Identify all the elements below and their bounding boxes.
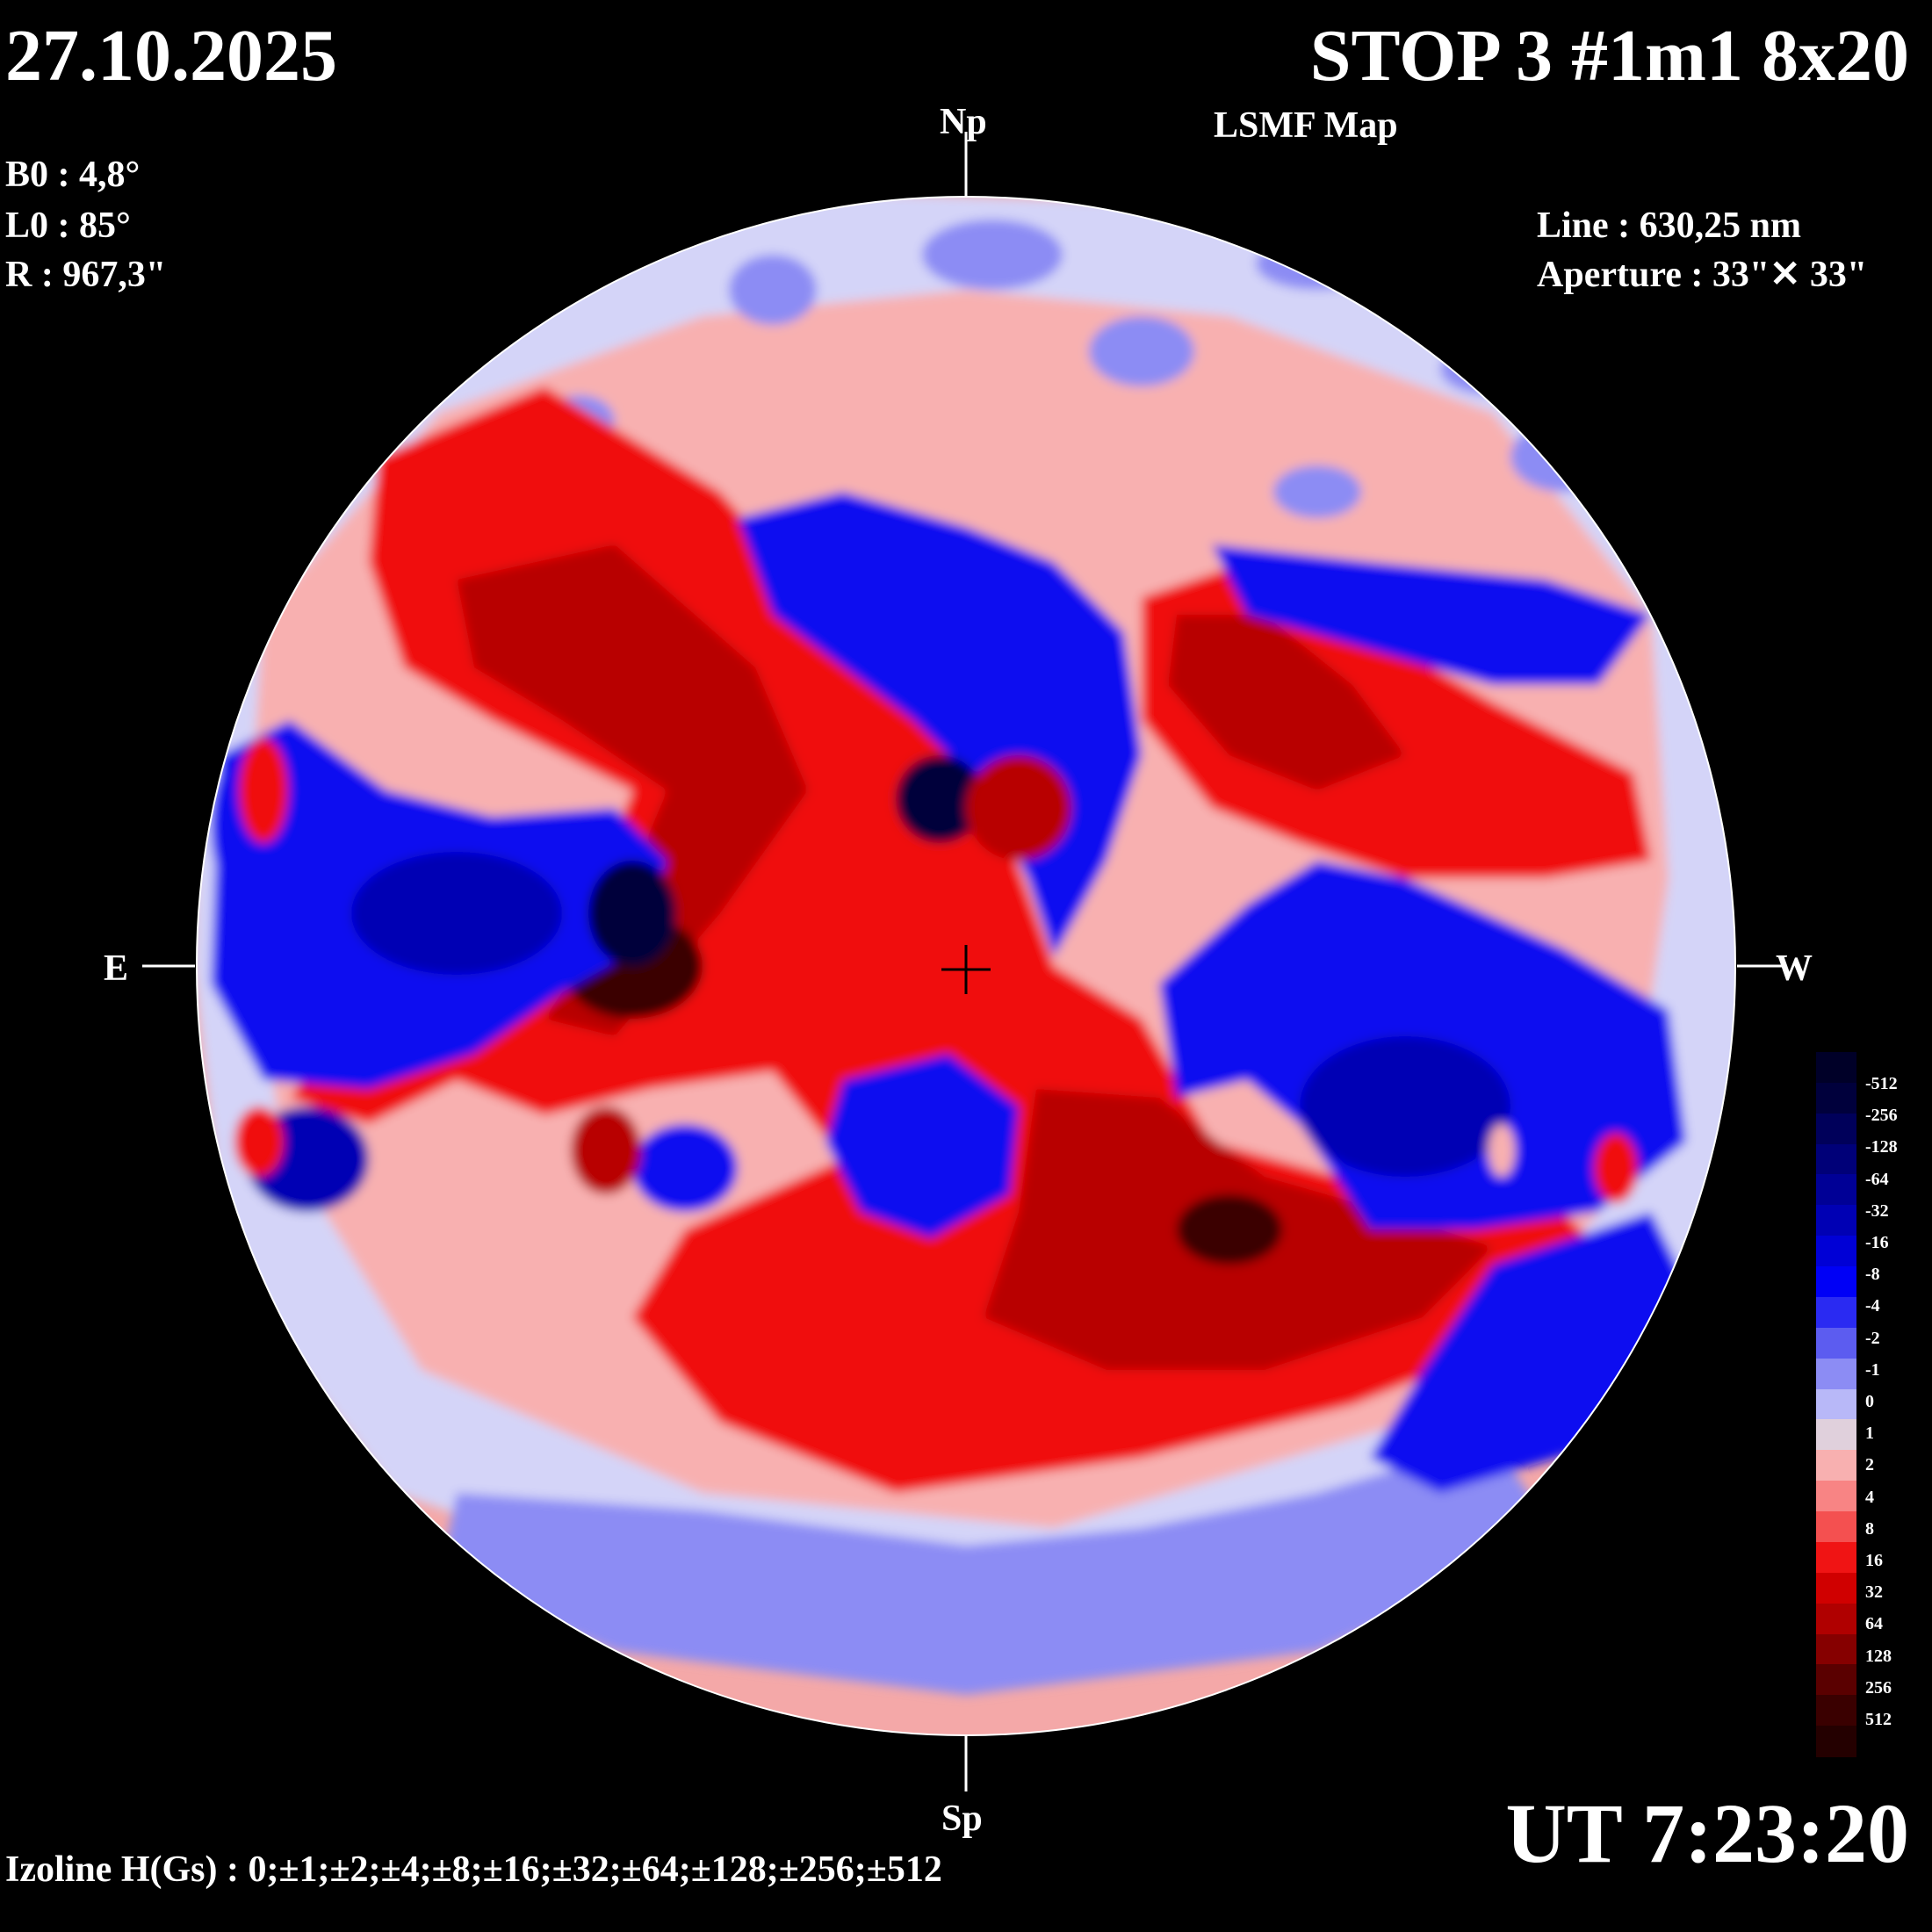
field-spot bbox=[1177, 1194, 1282, 1265]
color-scale-label: -8 bbox=[1865, 1265, 1880, 1285]
color-scale-segment bbox=[1816, 1236, 1856, 1268]
color-scale-label: -256 bbox=[1865, 1106, 1898, 1126]
color-scale-segment bbox=[1816, 1481, 1856, 1513]
map-title: STOP 3 #1m1 8x20 bbox=[1309, 15, 1909, 97]
field-spot bbox=[351, 852, 562, 975]
color-scale-label: -64 bbox=[1865, 1169, 1889, 1189]
south-pole-label: Sp bbox=[941, 1799, 983, 1839]
color-scale-segment bbox=[1816, 1450, 1856, 1482]
west-label: W bbox=[1776, 948, 1813, 989]
color-scale-segment bbox=[1816, 1695, 1856, 1727]
color-scale-label: -1 bbox=[1865, 1359, 1880, 1380]
color-scale-segment bbox=[1816, 1726, 1856, 1757]
color-scale-label: 4 bbox=[1865, 1487, 1874, 1507]
color-scale-label: -512 bbox=[1865, 1074, 1898, 1093]
field-spot bbox=[234, 1107, 284, 1177]
color-scale-segment bbox=[1816, 1113, 1856, 1145]
color-scale-segment bbox=[1816, 1541, 1856, 1574]
east-label: E bbox=[104, 948, 129, 989]
field-spot bbox=[632, 1124, 738, 1212]
observation-date: 27.10.2025 bbox=[5, 15, 337, 97]
param-radius: R : 967,3" bbox=[5, 255, 167, 295]
param-b0: B0 : 4,8° bbox=[5, 155, 141, 195]
color-scale-label: 1 bbox=[1865, 1424, 1874, 1444]
color-scale-label: -4 bbox=[1865, 1296, 1880, 1316]
color-scale-label: -32 bbox=[1865, 1200, 1889, 1221]
color-scale-segment bbox=[1816, 1572, 1856, 1604]
color-scale-segment bbox=[1816, 1633, 1856, 1666]
aperture-size: Aperture : 33"✕ 33" bbox=[1537, 255, 1868, 295]
field-spot bbox=[239, 738, 288, 843]
field-region bbox=[1168, 615, 1405, 790]
color-scale-segment bbox=[1816, 1052, 1856, 1084]
spectral-line: Line : 630,25 nm bbox=[1537, 205, 1802, 246]
field-spot bbox=[588, 861, 676, 966]
field-spot bbox=[922, 220, 1063, 290]
field-spot bbox=[571, 1107, 641, 1194]
color-scale-label: -16 bbox=[1865, 1233, 1889, 1252]
field-spot bbox=[1489, 1124, 1515, 1177]
color-scale-label: 8 bbox=[1865, 1518, 1874, 1539]
center-crosshair bbox=[941, 945, 991, 994]
izoline-levels: Izoline H(Gs) : 0;±1;±2;±4;±8;±16;±32;±6… bbox=[5, 1849, 942, 1890]
field-spot bbox=[896, 755, 984, 843]
field-region bbox=[439, 1440, 1563, 1695]
color-scale-segment bbox=[1816, 1603, 1856, 1635]
field-region bbox=[1212, 544, 1651, 685]
color-scale-segment bbox=[1816, 1143, 1856, 1176]
field-spot bbox=[439, 263, 544, 316]
field-spot bbox=[1089, 316, 1194, 386]
field-spot bbox=[1300, 1036, 1510, 1177]
color-scale-segment bbox=[1816, 1082, 1856, 1114]
field-spot bbox=[966, 755, 1071, 861]
field-spot bbox=[729, 255, 817, 325]
field-spot bbox=[1440, 342, 1546, 395]
color-scale-label: 64 bbox=[1865, 1614, 1883, 1634]
color-scale-label: 0 bbox=[1865, 1392, 1874, 1411]
color-scale-label: 32 bbox=[1865, 1582, 1883, 1603]
field-spot bbox=[1273, 465, 1361, 518]
color-scale-label: 16 bbox=[1865, 1551, 1883, 1570]
color-scale-segment bbox=[1816, 1266, 1856, 1298]
color-scale-segment bbox=[1816, 1511, 1856, 1543]
color-scale-segment bbox=[1816, 1388, 1856, 1421]
field-spot bbox=[1594, 1133, 1638, 1203]
color-scale-segment bbox=[1816, 1358, 1856, 1390]
color-scale-label: 512 bbox=[1865, 1710, 1892, 1729]
color-scale-label: -2 bbox=[1865, 1328, 1880, 1348]
param-l0: L0 : 85° bbox=[5, 205, 131, 246]
color-scale-segment bbox=[1816, 1664, 1856, 1697]
ut-time: UT 7:23:20 bbox=[1505, 1786, 1909, 1880]
north-pole-label: Np bbox=[940, 102, 987, 142]
color-scale-segment bbox=[1816, 1419, 1856, 1452]
field-region bbox=[825, 1054, 1019, 1238]
color-scale-segment bbox=[1816, 1327, 1856, 1359]
field-region bbox=[457, 544, 808, 1036]
color-scale-label: -128 bbox=[1865, 1137, 1898, 1157]
color-scale-bar bbox=[1816, 1052, 1856, 1757]
color-scale-segment bbox=[1816, 1174, 1856, 1207]
map-subtitle: LSMF Map bbox=[1214, 105, 1398, 146]
color-scale-label: 2 bbox=[1865, 1455, 1874, 1475]
color-scale-label: 128 bbox=[1865, 1646, 1892, 1666]
color-scale-segment bbox=[1816, 1296, 1856, 1329]
color-scale-segment bbox=[1816, 1205, 1856, 1237]
color-scale-label: 256 bbox=[1865, 1677, 1892, 1698]
